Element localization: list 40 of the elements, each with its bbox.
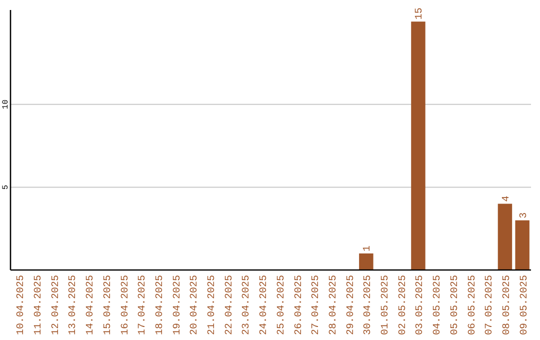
data-label: 1	[362, 245, 374, 252]
x-tick-label: 03.05.2025	[415, 275, 426, 336]
x-tick-label: 18.04.2025	[154, 275, 166, 336]
y-tick-label: 10	[2, 99, 10, 110]
bar	[359, 253, 374, 270]
x-tick-label: 01.05.2025	[380, 275, 392, 336]
x-tick-label: 06.05.2025	[467, 275, 478, 336]
x-tick-label: 04.05.2025	[432, 275, 444, 336]
x-tick-label: 19.04.2025	[172, 275, 184, 336]
x-tick-label: 13.04.2025	[68, 275, 80, 336]
x-tick-label: 21.04.2025	[207, 275, 218, 336]
data-label: 3	[518, 212, 530, 218]
x-tick-label: 23.04.2025	[242, 275, 253, 336]
x-tick-label: 17.04.2025	[138, 275, 149, 336]
x-tick-label: 07.05.2025	[484, 275, 496, 336]
x-tick-label: 30.04.2025	[363, 275, 374, 336]
x-tick-label: 26.04.2025	[294, 275, 305, 336]
x-tick-label: 15.04.2025	[102, 275, 114, 336]
x-tick-label: 05.05.2025	[450, 275, 461, 336]
data-label: 15	[414, 8, 426, 20]
bar	[498, 204, 512, 270]
x-tick-label: 10.04.2025	[16, 275, 28, 336]
x-tick-label: 12.04.2025	[50, 275, 62, 336]
data-label: 4	[501, 196, 512, 202]
x-tick-label: 20.04.2025	[190, 275, 201, 336]
x-tick-label: 14.04.2025	[86, 275, 97, 336]
x-tick-label: 28.04.2025	[328, 275, 340, 336]
x-tick-label: 11.04.2025	[34, 275, 45, 336]
y-tick-label: 5	[2, 184, 10, 190]
x-tick-label: 29.04.2025	[346, 275, 357, 336]
x-tick-label: 27.04.2025	[311, 275, 322, 336]
x-tick-label: 22.04.2025	[224, 275, 236, 336]
bar	[411, 22, 426, 270]
x-tick-label: 08.05.2025	[502, 275, 513, 336]
bar	[515, 220, 530, 270]
x-tick-label: 02.05.2025	[398, 275, 409, 336]
x-tick-label: 16.04.2025	[120, 275, 132, 336]
x-tick-label: 09.05.2025	[519, 275, 530, 336]
x-tick-label: 25.04.2025	[276, 275, 288, 336]
x-tick-label: 24.04.2025	[259, 275, 270, 336]
